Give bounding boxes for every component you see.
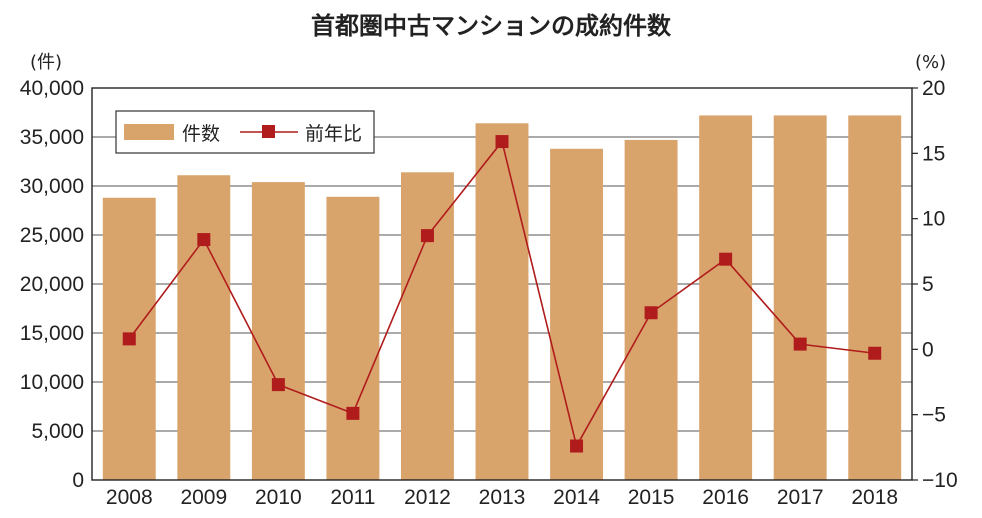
bar-2011 — [326, 196, 380, 480]
right-tick-label: 15 — [922, 142, 945, 165]
bar-2009 — [177, 175, 231, 480]
x-tick-label: 2018 — [851, 486, 898, 509]
left-axis-ticks: 0 5,000 10,000 15,000 20,000 25,000 30,000 35,0… — [20, 77, 84, 492]
right-tick-label: 5 — [922, 273, 934, 296]
legend-swatch-marker — [262, 125, 275, 138]
right-axis-unit: (%) — [915, 52, 946, 73]
left-tick-label: 0 — [72, 469, 84, 492]
right-tick-label: 0 — [922, 338, 934, 361]
legend-label-bar: 件数 — [182, 123, 220, 145]
x-tick-label: 2012 — [404, 486, 451, 509]
bar-2013 — [475, 123, 529, 480]
left-tick-label: 15,000 — [20, 322, 84, 345]
x-tick-label: 2016 — [702, 486, 749, 509]
right-tick-label: 20 — [922, 77, 945, 100]
line-marker-2011 — [346, 406, 360, 420]
x-tick-label: 2014 — [553, 486, 600, 509]
left-tick-label: 30,000 — [20, 175, 84, 198]
x-tick-label: 2008 — [106, 486, 153, 509]
line-marker-2008 — [122, 332, 136, 346]
left-tick-label: 10,000 — [20, 371, 84, 394]
left-tick-label: 35,000 — [20, 126, 84, 149]
x-tick-label: 2011 — [330, 486, 375, 509]
line-marker-2016 — [719, 252, 733, 266]
legend-swatch-bar — [124, 124, 174, 140]
legend: 件数 前年比 — [115, 110, 375, 154]
left-tick-label: 5,000 — [31, 420, 84, 443]
right-axis-ticks: −10 −5 0 5 10 15 20 — [912, 77, 958, 492]
bar-2010 — [251, 182, 305, 480]
chart-title: 首都圏中古マンションの成約件数 — [311, 12, 672, 40]
x-tick-label: 2017 — [777, 486, 824, 509]
x-tick-label: 2013 — [479, 486, 526, 509]
line-marker-2015 — [644, 306, 658, 320]
bar-series — [102, 115, 902, 480]
line-marker-2017 — [793, 337, 807, 351]
bar-2012 — [400, 172, 454, 480]
left-tick-label: 20,000 — [20, 273, 84, 296]
left-tick-label: 25,000 — [20, 224, 84, 247]
left-tick-label: 40,000 — [20, 77, 84, 100]
right-tick-label: 10 — [922, 208, 945, 231]
legend-label-line: 前年比 — [305, 123, 362, 145]
bar-2017 — [773, 115, 827, 480]
line-marker-2010 — [271, 378, 285, 392]
x-axis-ticks: 2008 2009 2010 2011 2012 2013 2014 2015 2016 2017… — [106, 486, 898, 509]
bar-2016 — [699, 115, 753, 480]
line-series — [122, 135, 882, 453]
right-tick-label: −5 — [922, 404, 946, 427]
right-tick-label: −10 — [922, 469, 958, 492]
line-marker-2018 — [868, 346, 882, 360]
line-marker-2013 — [495, 135, 509, 149]
bar-2018 — [848, 115, 902, 480]
line-marker-2009 — [197, 233, 211, 247]
bar-2014 — [550, 148, 604, 480]
left-axis-unit: (件) — [30, 52, 62, 73]
line-marker-2012 — [420, 229, 434, 243]
x-tick-label: 2015 — [628, 486, 675, 509]
x-tick-label: 2010 — [255, 486, 302, 509]
line-marker-2014 — [570, 439, 584, 453]
x-tick-label: 2009 — [180, 486, 227, 509]
